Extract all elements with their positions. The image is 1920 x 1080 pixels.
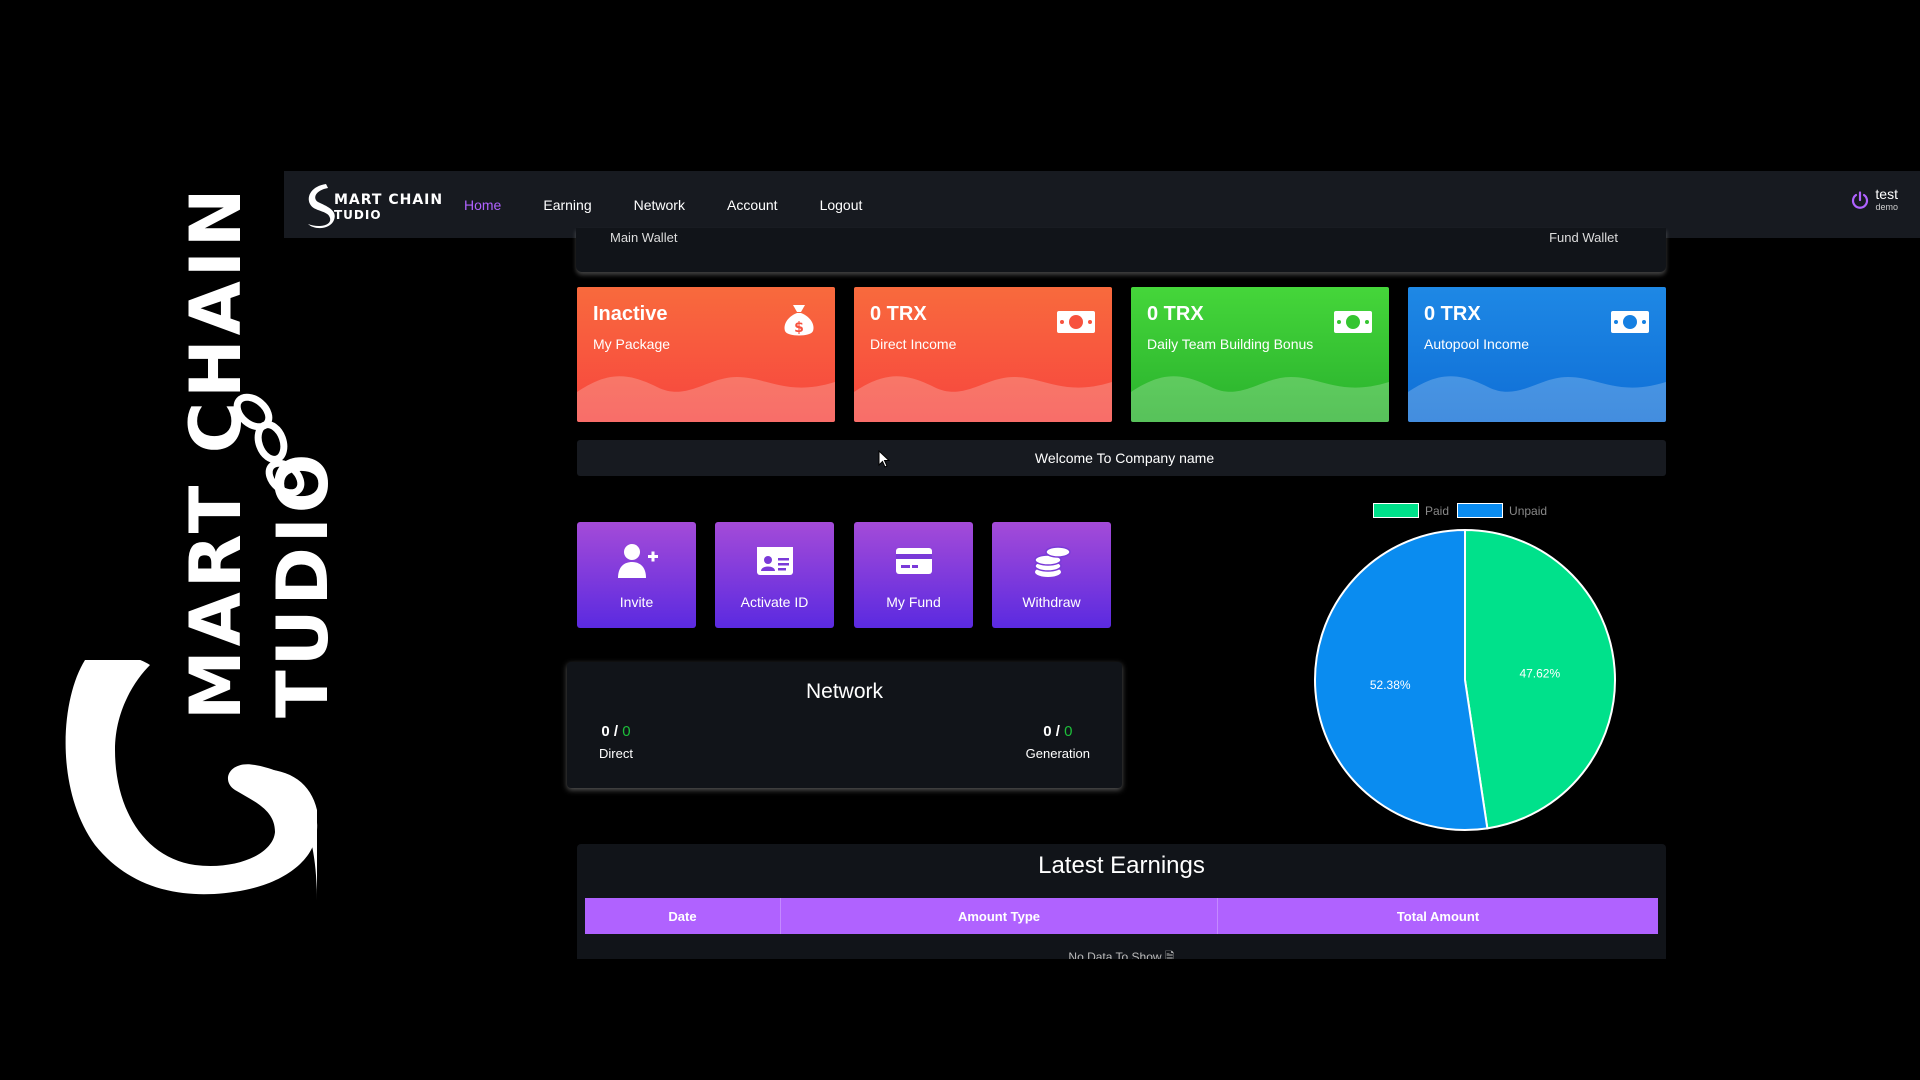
card-value: 0 TRX: [870, 303, 927, 325]
empty-state: No Data To Show 🗎: [577, 948, 1666, 959]
card-label: Daily Team Building Bonus: [1147, 336, 1314, 352]
cash-icon: [1611, 311, 1649, 333]
legend-swatch-unpaid: [1457, 503, 1504, 518]
card-wave: [854, 376, 1112, 422]
action-label: Withdraw: [1022, 594, 1081, 610]
svg-text:$: $: [794, 320, 804, 336]
direct-count: 0 /: [601, 723, 619, 740]
card-label: My Package: [593, 336, 671, 352]
column-header-amount-type[interactable]: Amount Type: [781, 898, 1218, 934]
user-plus-icon: [617, 544, 658, 578]
card-team-bonus: 0 TRX Daily Team Building Bonus: [1131, 287, 1389, 422]
nav-item-logout[interactable]: Logout: [819, 196, 863, 213]
credit-card-icon: [895, 548, 932, 574]
fund-wallet-label: Fund Wallet: [1549, 230, 1618, 245]
card-wave: [1131, 376, 1389, 422]
empty-state-text: No Data To Show: [1068, 950, 1162, 959]
card-value: 0 TRX: [1147, 303, 1204, 325]
card-label: Autopool Income: [1424, 336, 1530, 352]
generation-count: 0 /: [1043, 723, 1060, 740]
nav-item-earning[interactable]: Earning: [543, 196, 592, 213]
generation-label: Generation: [1025, 746, 1090, 761]
cash-icon: [1334, 311, 1372, 333]
withdraw-button[interactable]: Withdraw: [992, 522, 1111, 628]
chain-icon: [233, 393, 305, 497]
user-name: test: [1875, 186, 1898, 202]
watermark-s-logo: [65, 660, 318, 900]
card-value: Inactive: [593, 303, 668, 325]
direct-active-count: 0: [622, 723, 631, 740]
nav-menu: Home Earning Network Account Logout: [464, 197, 904, 213]
pie-slice-paid[interactable]: [1464, 528, 1616, 830]
direct-label: Direct: [599, 746, 633, 761]
legend-swatch-paid: [1373, 503, 1419, 518]
nav-item-home[interactable]: Home: [464, 196, 502, 213]
nav-item-network[interactable]: Network: [633, 196, 685, 213]
brand-s-icon: [308, 183, 335, 228]
earnings-table-header: Date Amount Type Total Amount: [585, 898, 1658, 934]
card-my-package: Inactive My Package $: [577, 287, 835, 422]
legend-item-unpaid[interactable]: Unpaid: [1457, 503, 1547, 518]
main-wallet-label: Main Wallet: [610, 230, 678, 245]
card-value: 0 TRX: [1424, 303, 1481, 325]
coins-icon: [1033, 546, 1071, 577]
brand-logo[interactable]: MART CHAIN TUDIO: [304, 178, 444, 232]
welcome-text: Welcome To Company name: [1034, 450, 1215, 466]
nav-item-account[interactable]: Account: [726, 196, 778, 213]
card-autopool-income: 0 TRX Autopool Income: [1408, 287, 1666, 422]
generation-stat: 0 / 0 Generation: [1026, 723, 1090, 761]
power-icon: [1852, 191, 1869, 209]
wallet-strip: Main Wallet Fund Wallet: [576, 228, 1666, 272]
column-header-date[interactable]: Date: [585, 898, 781, 934]
pie-chart: 47.62% 52.38%: [1314, 528, 1616, 831]
legend-item-paid[interactable]: Paid: [1373, 503, 1449, 518]
legend-label-unpaid: Unpaid: [1509, 503, 1548, 518]
earnings-title: Latest Earnings: [1038, 852, 1205, 879]
chart-legend: Paid Unpaid: [1373, 503, 1555, 518]
money-bag-icon: $: [784, 305, 814, 336]
generation-active-count: 0: [1064, 723, 1073, 740]
activate-id-button[interactable]: Activate ID: [715, 522, 834, 628]
id-card-icon: [756, 547, 793, 575]
card-label: Direct Income: [870, 336, 957, 352]
welcome-banner: Welcome To Company name: [577, 440, 1666, 476]
card-wave: [577, 376, 835, 422]
column-header-total-amount[interactable]: Total Amount: [1396, 908, 1480, 924]
user-subtitle: demo: [1875, 202, 1898, 212]
brand-line1: MART CHAIN: [334, 191, 444, 208]
cash-icon: [1057, 311, 1095, 333]
card-wave: [1408, 376, 1666, 422]
mouse-cursor-icon: [878, 450, 890, 468]
navbar: MART CHAIN TUDIO Home Earning Network Ac…: [284, 171, 1920, 238]
latest-earnings-panel: Latest Earnings Date Amount Type Total A…: [577, 844, 1666, 959]
action-label: Activate ID: [740, 594, 809, 610]
action-label: Invite: [619, 594, 654, 610]
network-panel: Network 0 / 0 Direct 0 / 0 Generation: [567, 662, 1122, 788]
pie-label-paid: 47.62%: [1519, 667, 1560, 681]
network-title: Network: [805, 680, 884, 703]
pie-label-unpaid: 52.38%: [1370, 678, 1411, 692]
brand-line2: TUDIO: [334, 207, 382, 222]
document-icon: 🗎: [1164, 950, 1175, 959]
user-menu[interactable]: test demo: [1851, 187, 1898, 213]
my-fund-button[interactable]: My Fund: [854, 522, 973, 628]
invite-button[interactable]: Invite: [577, 522, 696, 628]
legend-label-paid: Paid: [1425, 503, 1450, 518]
pie-slice-unpaid[interactable]: [1314, 528, 1489, 831]
action-label: My Fund: [886, 594, 941, 610]
card-direct-income: 0 TRX Direct Income: [854, 287, 1112, 422]
direct-stat: 0 / 0 Direct: [599, 723, 633, 761]
